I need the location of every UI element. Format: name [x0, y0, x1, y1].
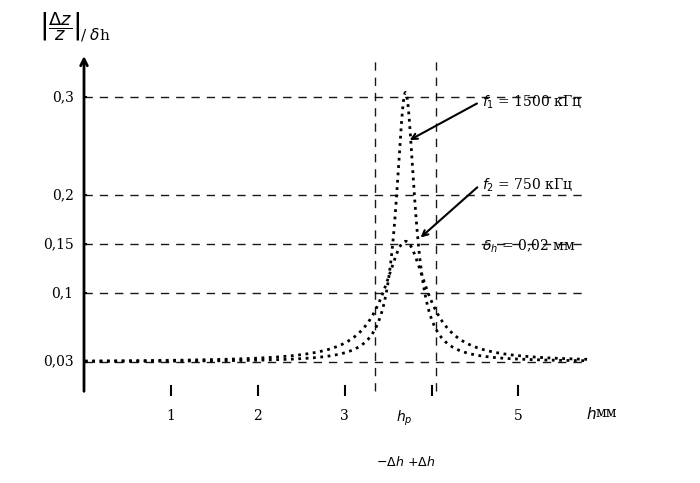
Text: 2: 2 — [253, 409, 262, 423]
Text: 5: 5 — [514, 409, 523, 423]
Text: 3: 3 — [340, 409, 349, 423]
Text: $f_2$ = 750 кГц: $f_2$ = 750 кГц — [482, 177, 573, 194]
Text: $h_p$: $h_p$ — [395, 409, 412, 428]
Text: 0,03: 0,03 — [43, 355, 74, 369]
Text: мм: мм — [596, 406, 617, 420]
Text: $\delta_h$ = 0,02 мм: $\delta_h$ = 0,02 мм — [482, 238, 576, 255]
Text: 1: 1 — [167, 409, 175, 423]
Text: $+\Delta h$: $+\Delta h$ — [407, 455, 435, 469]
Text: 0,1: 0,1 — [52, 286, 74, 300]
Text: $h$: $h$ — [587, 406, 597, 422]
Text: 0,15: 0,15 — [43, 237, 74, 251]
Text: 0,2: 0,2 — [52, 188, 74, 202]
Text: $f_1$ = 1500 кГц: $f_1$ = 1500 кГц — [482, 94, 582, 111]
Text: 0,3: 0,3 — [52, 90, 74, 104]
Text: $-\Delta h$: $-\Delta h$ — [377, 455, 405, 469]
Text: $\left|\dfrac{\Delta z}{z}\right|$: $\left|\dfrac{\Delta z}{z}\right|$ — [38, 11, 80, 43]
Text: / $\delta$h: / $\delta$h — [80, 27, 111, 43]
